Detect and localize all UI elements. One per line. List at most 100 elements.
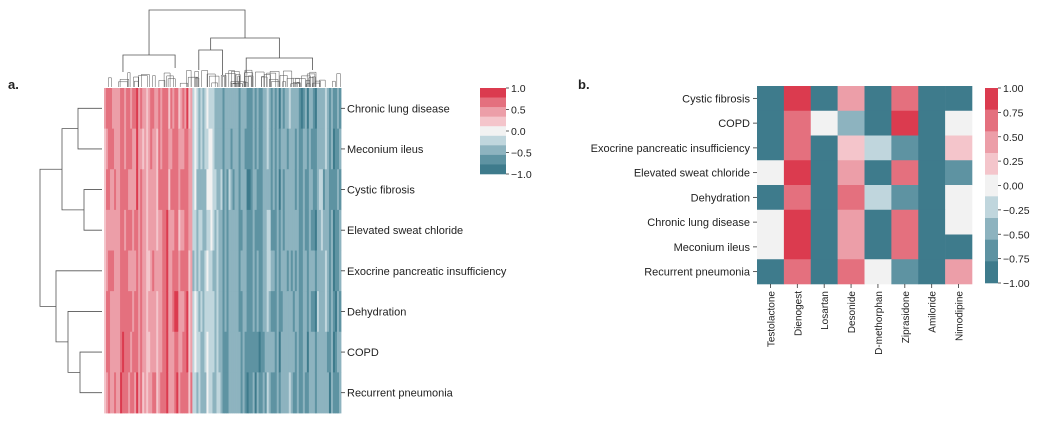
- heatmap-a-cell: [214, 291, 217, 333]
- heatmap-a-cell: [272, 250, 276, 292]
- heatmap-a-cell: [130, 372, 133, 414]
- heatmap-b-cell: [783, 259, 812, 285]
- heatmap-a-cell: [166, 331, 169, 373]
- heatmap-a-row-label: Meconium ileus: [347, 144, 424, 156]
- heatmap-a-cell: [166, 250, 169, 292]
- heatmap-a-cell: [112, 291, 115, 333]
- heatmap-a-cell: [194, 291, 197, 333]
- heatmap-a-cell: [210, 88, 213, 130]
- heatmap-a-cell: [240, 128, 243, 170]
- heatmap-a-cell: [278, 291, 282, 333]
- heatmap-a-cell: [272, 291, 276, 333]
- heatmap-a-cell: [218, 250, 221, 292]
- heatmap-a-cell: [332, 209, 336, 251]
- heatmap-a-cell: [290, 209, 294, 251]
- heatmap-a-cell: [178, 169, 181, 211]
- heatmap-a-cell: [238, 372, 241, 414]
- heatmap-a-cell: [214, 372, 217, 414]
- heatmap-a-cell: [156, 372, 159, 414]
- heatmap-a-cell: [184, 169, 187, 211]
- heatmap-a-cell: [314, 250, 318, 292]
- heatmap-a-cell: [200, 250, 203, 292]
- heatmap-b-cell: [783, 135, 812, 161]
- heatmap-a-cell: [338, 372, 342, 414]
- colorbar-b-tick-label: 0.75: [1003, 107, 1024, 119]
- heatmap-a-cell: [272, 331, 276, 373]
- heatmap-a-cell: [254, 128, 258, 170]
- heatmap-a-cell: [198, 331, 201, 373]
- heatmap-a-cell: [306, 169, 310, 211]
- heatmap-a-cell: [160, 331, 163, 373]
- heatmap-a-cell: [216, 331, 219, 373]
- heatmap-a-cell: [164, 88, 167, 130]
- heatmap-a-cell: [160, 291, 163, 333]
- heatmap-a-row-label: Exocrine pancreatic insufficiency: [347, 266, 507, 278]
- heatmap-a-cell: [232, 331, 235, 373]
- heatmap-a-cell: [270, 372, 274, 414]
- heatmap-a-cell: [164, 128, 167, 170]
- heatmap-b-cell: [864, 135, 892, 161]
- heatmap-a-cell: [160, 128, 163, 170]
- heatmap-a-cell: [222, 372, 225, 414]
- heatmap-a-cell: [218, 169, 221, 211]
- heatmap-a-cell: [270, 291, 274, 333]
- heatmap-a-cell: [268, 372, 272, 414]
- heatmap-a-cell: [324, 128, 328, 170]
- heatmap-a-cell: [310, 209, 314, 251]
- heatmap-a-cell: [328, 291, 332, 333]
- heatmap-a-row-label: Cystic fibrosis: [347, 185, 415, 197]
- heatmap-a-cell: [124, 169, 127, 211]
- heatmap-a-cell: [120, 331, 123, 373]
- heatmap-a-row-label: Recurrent pneumonia: [347, 388, 454, 400]
- heatmap-a-cell: [262, 128, 266, 170]
- heatmap-a-cell: [210, 169, 213, 211]
- heatmap-b-cell: [810, 209, 838, 235]
- heatmap-a-cell: [210, 250, 213, 292]
- heatmap-a-cell: [104, 372, 107, 414]
- heatmap-a-cell: [158, 88, 161, 130]
- heatmap-a-cell: [142, 128, 145, 170]
- heatmap-a-cell: [212, 209, 215, 251]
- heatmap-a-cell: [326, 250, 330, 292]
- heatmap-a-cell: [302, 209, 306, 251]
- heatmap-a-cell: [160, 209, 163, 251]
- heatmap-a-cell: [306, 209, 310, 251]
- heatmap-a-cell: [208, 331, 211, 373]
- heatmap-a-cell: [330, 331, 334, 373]
- heatmap-a-cell: [316, 88, 320, 130]
- heatmap-a-cell: [250, 169, 254, 211]
- heatmap-a-cell: [286, 169, 290, 211]
- heatmap-a-cell: [270, 331, 274, 373]
- heatmap-a-cell: [266, 128, 270, 170]
- heatmap-a-cell: [180, 372, 183, 414]
- heatmap-a-cell: [148, 250, 151, 292]
- heatmap-a-cell: [272, 169, 276, 211]
- heatmap-a-cell: [142, 169, 145, 211]
- heatmap-a-cell: [330, 88, 334, 130]
- heatmap-a-cell: [118, 372, 121, 414]
- heatmap-a-cell: [124, 128, 127, 170]
- heatmap-a-cell: [200, 88, 203, 130]
- heatmap-a-cell: [236, 291, 239, 333]
- heatmap-a-cell: [258, 291, 262, 333]
- heatmap-a-cell: [202, 250, 205, 292]
- panel-a-label: a.: [8, 77, 19, 92]
- heatmap-a-cell: [126, 169, 129, 211]
- colorbar-a-tick-label: 1.0: [511, 83, 526, 95]
- heatmap-a-cell: [196, 88, 199, 130]
- heatmap-a-cell: [166, 372, 169, 414]
- heatmap-b-cell: [783, 234, 812, 260]
- heatmap-a-cell: [150, 250, 153, 292]
- heatmap-a-cell: [202, 88, 205, 130]
- heatmap-a-cell: [294, 372, 298, 414]
- heatmap-a-cell: [288, 88, 292, 130]
- heatmap-a-cell: [186, 209, 189, 251]
- heatmap-a-cell: [208, 128, 211, 170]
- heatmap-a-cell: [222, 331, 225, 373]
- heatmap-b-cell: [945, 135, 973, 161]
- heatmap-a-cell: [332, 128, 336, 170]
- heatmap-a-cell: [260, 169, 264, 211]
- heatmap-b-cell: [837, 160, 865, 186]
- heatmap-a-cell: [310, 88, 314, 130]
